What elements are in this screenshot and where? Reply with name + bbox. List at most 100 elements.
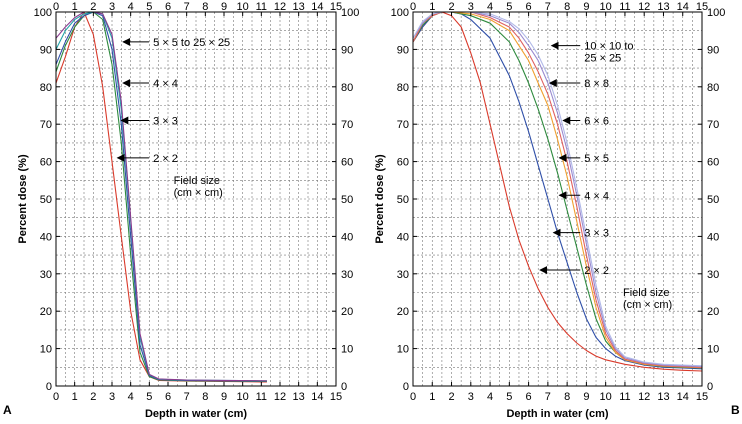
x-tick-label: 4 (487, 391, 493, 403)
field-size-label: (cm × cm) (174, 187, 223, 199)
y-tick-label-right: 50 (341, 194, 353, 206)
x-tick-label-top: 2 (90, 1, 96, 13)
series-line-2 (55, 11, 267, 382)
y-tick-label: 100 (34, 7, 52, 19)
chart-panel-b: 0011223344556677889910101111121213131414… (374, 1, 740, 420)
x-tick-label: 8 (564, 391, 570, 403)
x-tick-label-top: 2 (448, 1, 454, 13)
y-tick-label: 10 (40, 344, 52, 356)
x-tick-label: 10 (237, 391, 249, 403)
y-tick-label-right: 60 (341, 157, 353, 169)
y-tick-label-right: 70 (341, 119, 353, 131)
x-tick-label-top: 15 (696, 1, 708, 13)
x-tick-label-top: 5 (146, 1, 152, 13)
x-tick-label: 15 (696, 391, 708, 403)
y-tick-label: 80 (397, 82, 409, 94)
x-tick-label: 7 (545, 391, 551, 403)
x-tick-label-top: 0 (53, 1, 59, 13)
x-tick-label: 12 (638, 391, 650, 403)
grid (413, 12, 702, 386)
x-tick-label: 9 (583, 391, 589, 403)
x-axis-title: Depth in water (cm) (506, 408, 608, 420)
x-tick-label-top: 3 (468, 1, 474, 13)
x-tick-label: 6 (165, 391, 171, 403)
y-tick-label-right: 80 (707, 82, 719, 94)
annotation-label: 8 × 8 (584, 78, 609, 90)
x-tick-label-top: 9 (221, 1, 227, 13)
x-tick-label-top: 10 (237, 1, 249, 13)
x-tick-label-top: 8 (564, 1, 570, 13)
x-tick-label: 4 (128, 391, 134, 403)
x-tick-label-top: 12 (638, 1, 650, 13)
y-tick-label-right: 70 (707, 119, 719, 131)
x-tick-label: 14 (311, 391, 323, 403)
panel-letter: A (3, 403, 12, 417)
annotation-label: 4 × 4 (584, 190, 609, 202)
y-tick-label: 60 (40, 157, 52, 169)
y-tick-label: 100 (391, 7, 409, 19)
x-tick-label-top: 11 (256, 1, 267, 13)
y-tick-label-right: 20 (341, 306, 353, 318)
field-size-label: Field size (623, 287, 669, 299)
y-tick-label: 10 (397, 344, 409, 356)
y-tick-label: 40 (40, 231, 52, 243)
y-tick-label: 90 (397, 44, 409, 56)
grid (56, 12, 336, 386)
annotation-label: 6 × 6 (584, 115, 609, 127)
y-tick-label: 70 (40, 119, 52, 131)
x-tick-label-top: 3 (109, 1, 115, 13)
x-tick-label-top: 14 (311, 1, 323, 13)
y-axis-title: Percent dose (%) (374, 154, 386, 244)
x-tick-label: 1 (429, 391, 435, 403)
x-tick-label: 14 (677, 391, 689, 403)
y-tick-label: 50 (40, 194, 52, 206)
x-tick-label: 9 (221, 391, 227, 403)
x-tick-label-top: 12 (274, 1, 286, 13)
annotation-label: 3 × 3 (153, 115, 178, 127)
y-tick-label-right: 90 (341, 44, 353, 56)
y-tick-label-right: 80 (341, 82, 353, 94)
x-tick-label-top: 14 (677, 1, 689, 13)
x-tick-label-top: 11 (619, 1, 630, 13)
x-tick-label: 11 (256, 391, 267, 403)
series-line-3 (55, 11, 267, 382)
x-tick-label: 0 (53, 391, 59, 403)
x-tick-label: 13 (657, 391, 669, 403)
x-tick-label: 5 (146, 391, 152, 403)
y-tick-label-right: 0 (707, 381, 713, 393)
x-tick-label-top: 1 (72, 1, 78, 13)
y-tick-label-right: 30 (707, 269, 719, 281)
y-tick-label-right: 100 (341, 7, 359, 19)
x-tick-label-top: 1 (429, 1, 435, 13)
y-tick-label-right: 100 (707, 7, 725, 19)
x-tick-label-top: 6 (165, 1, 171, 13)
y-tick-label: 80 (40, 82, 52, 94)
x-tick-label: 2 (90, 391, 96, 403)
x-tick-label-top: 5 (506, 1, 512, 13)
x-tick-label: 5 (506, 391, 512, 403)
y-tick-label: 30 (397, 269, 409, 281)
series-line-0 (55, 11, 267, 383)
x-tick-label-top: 13 (293, 1, 305, 13)
x-tick-label: 12 (274, 391, 286, 403)
y-tick-label-right: 10 (341, 344, 353, 356)
panel-letter: B (731, 403, 740, 417)
y-tick-label-right: 10 (707, 344, 719, 356)
x-tick-label-top: 15 (330, 1, 342, 13)
x-tick-label-top: 8 (202, 1, 208, 13)
x-tick-label-top: 9 (583, 1, 589, 13)
chart-panel-a: 0011223344556677889910101111121213131414… (3, 1, 359, 420)
y-tick-label: 40 (397, 231, 409, 243)
annotation-label: 5 × 5 (584, 153, 609, 165)
annotation-label: 4 × 4 (153, 78, 178, 90)
x-tick-label-top: 6 (526, 1, 532, 13)
x-tick-label: 2 (448, 391, 454, 403)
series-line-4 (55, 11, 267, 382)
y-tick-label-right: 40 (341, 231, 353, 243)
y-axis-title: Percent dose (%) (17, 154, 29, 244)
y-tick-label: 0 (403, 381, 409, 393)
annotation-label: 5 × 5 to 25 × 25 (153, 37, 230, 49)
annotation-label: 10 × 10 to (584, 41, 633, 53)
annotation-label: 2 × 2 (584, 265, 609, 277)
x-tick-label: 7 (184, 391, 190, 403)
